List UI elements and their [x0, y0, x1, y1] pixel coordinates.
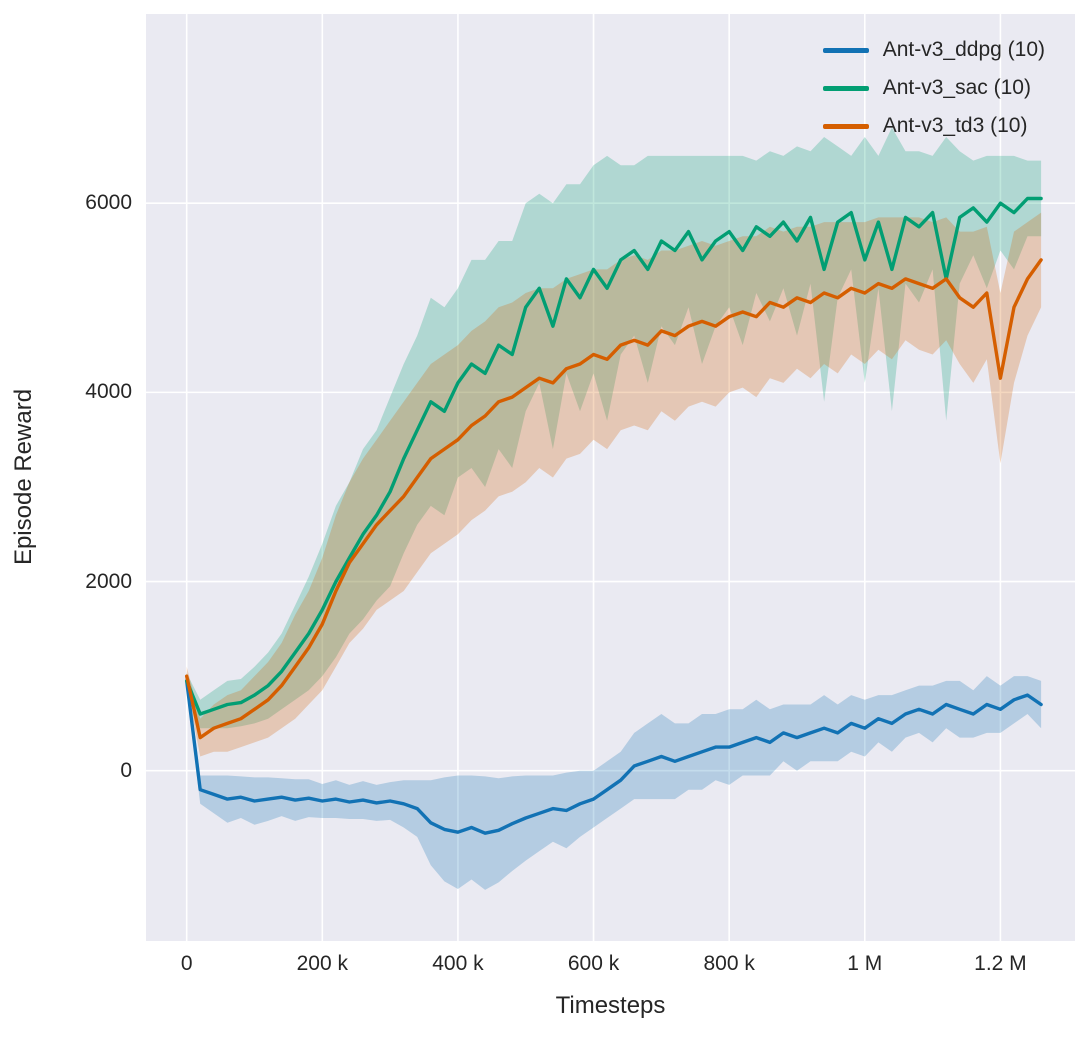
legend-item: Ant-v3_ddpg (10) [822, 36, 1045, 64]
confidence-band-2 [186, 212, 1042, 757]
legend-label: Ant-v3_sac (10) [882, 76, 1031, 99]
y-axis-label: Episode Reward [10, 388, 37, 566]
x-axis-label: Timesteps [555, 992, 666, 1019]
legend-line-swatch [822, 85, 869, 91]
series-line-0 [185, 679, 1043, 835]
x-tick-label: 1 M [847, 952, 883, 975]
legend-label: Ant-v3_td3 (10) [882, 114, 1028, 137]
y-tick-label: 0 [120, 758, 132, 782]
x-tick-label: 0 [180, 952, 193, 975]
x-tick-label: 200 k [296, 952, 348, 975]
legend-line-swatch [822, 123, 869, 129]
legend-label: Ant-v3_ddpg (10) [882, 38, 1045, 61]
y-tick-label: 6000 [85, 191, 132, 215]
y-tick-label: 4000 [85, 380, 132, 404]
legend-item: Ant-v3_sac (10) [822, 74, 1045, 102]
series-line-2 [185, 258, 1043, 740]
confidence-band-1 [186, 127, 1042, 729]
series-line-1 [185, 196, 1043, 716]
x-tick-label: 1.2 M [974, 952, 1027, 975]
chart-canvas [146, 14, 1075, 941]
confidence-band-0 [186, 671, 1042, 890]
legend-line-swatch [822, 47, 869, 53]
legend: Ant-v3_ddpg (10) Ant-v3_sac (10) Ant-v3_td… [822, 36, 1045, 140]
plot-area: Ant-v3_ddpg (10) Ant-v3_sac (10) Ant-v3_td… [146, 14, 1075, 941]
x-tick-label: 800 k [703, 952, 755, 975]
y-tick-label: 2000 [85, 569, 132, 593]
legend-item: Ant-v3_td3 (10) [822, 112, 1045, 140]
x-tick-label: 400 k [432, 952, 484, 975]
x-tick-label: 600 k [567, 952, 620, 975]
